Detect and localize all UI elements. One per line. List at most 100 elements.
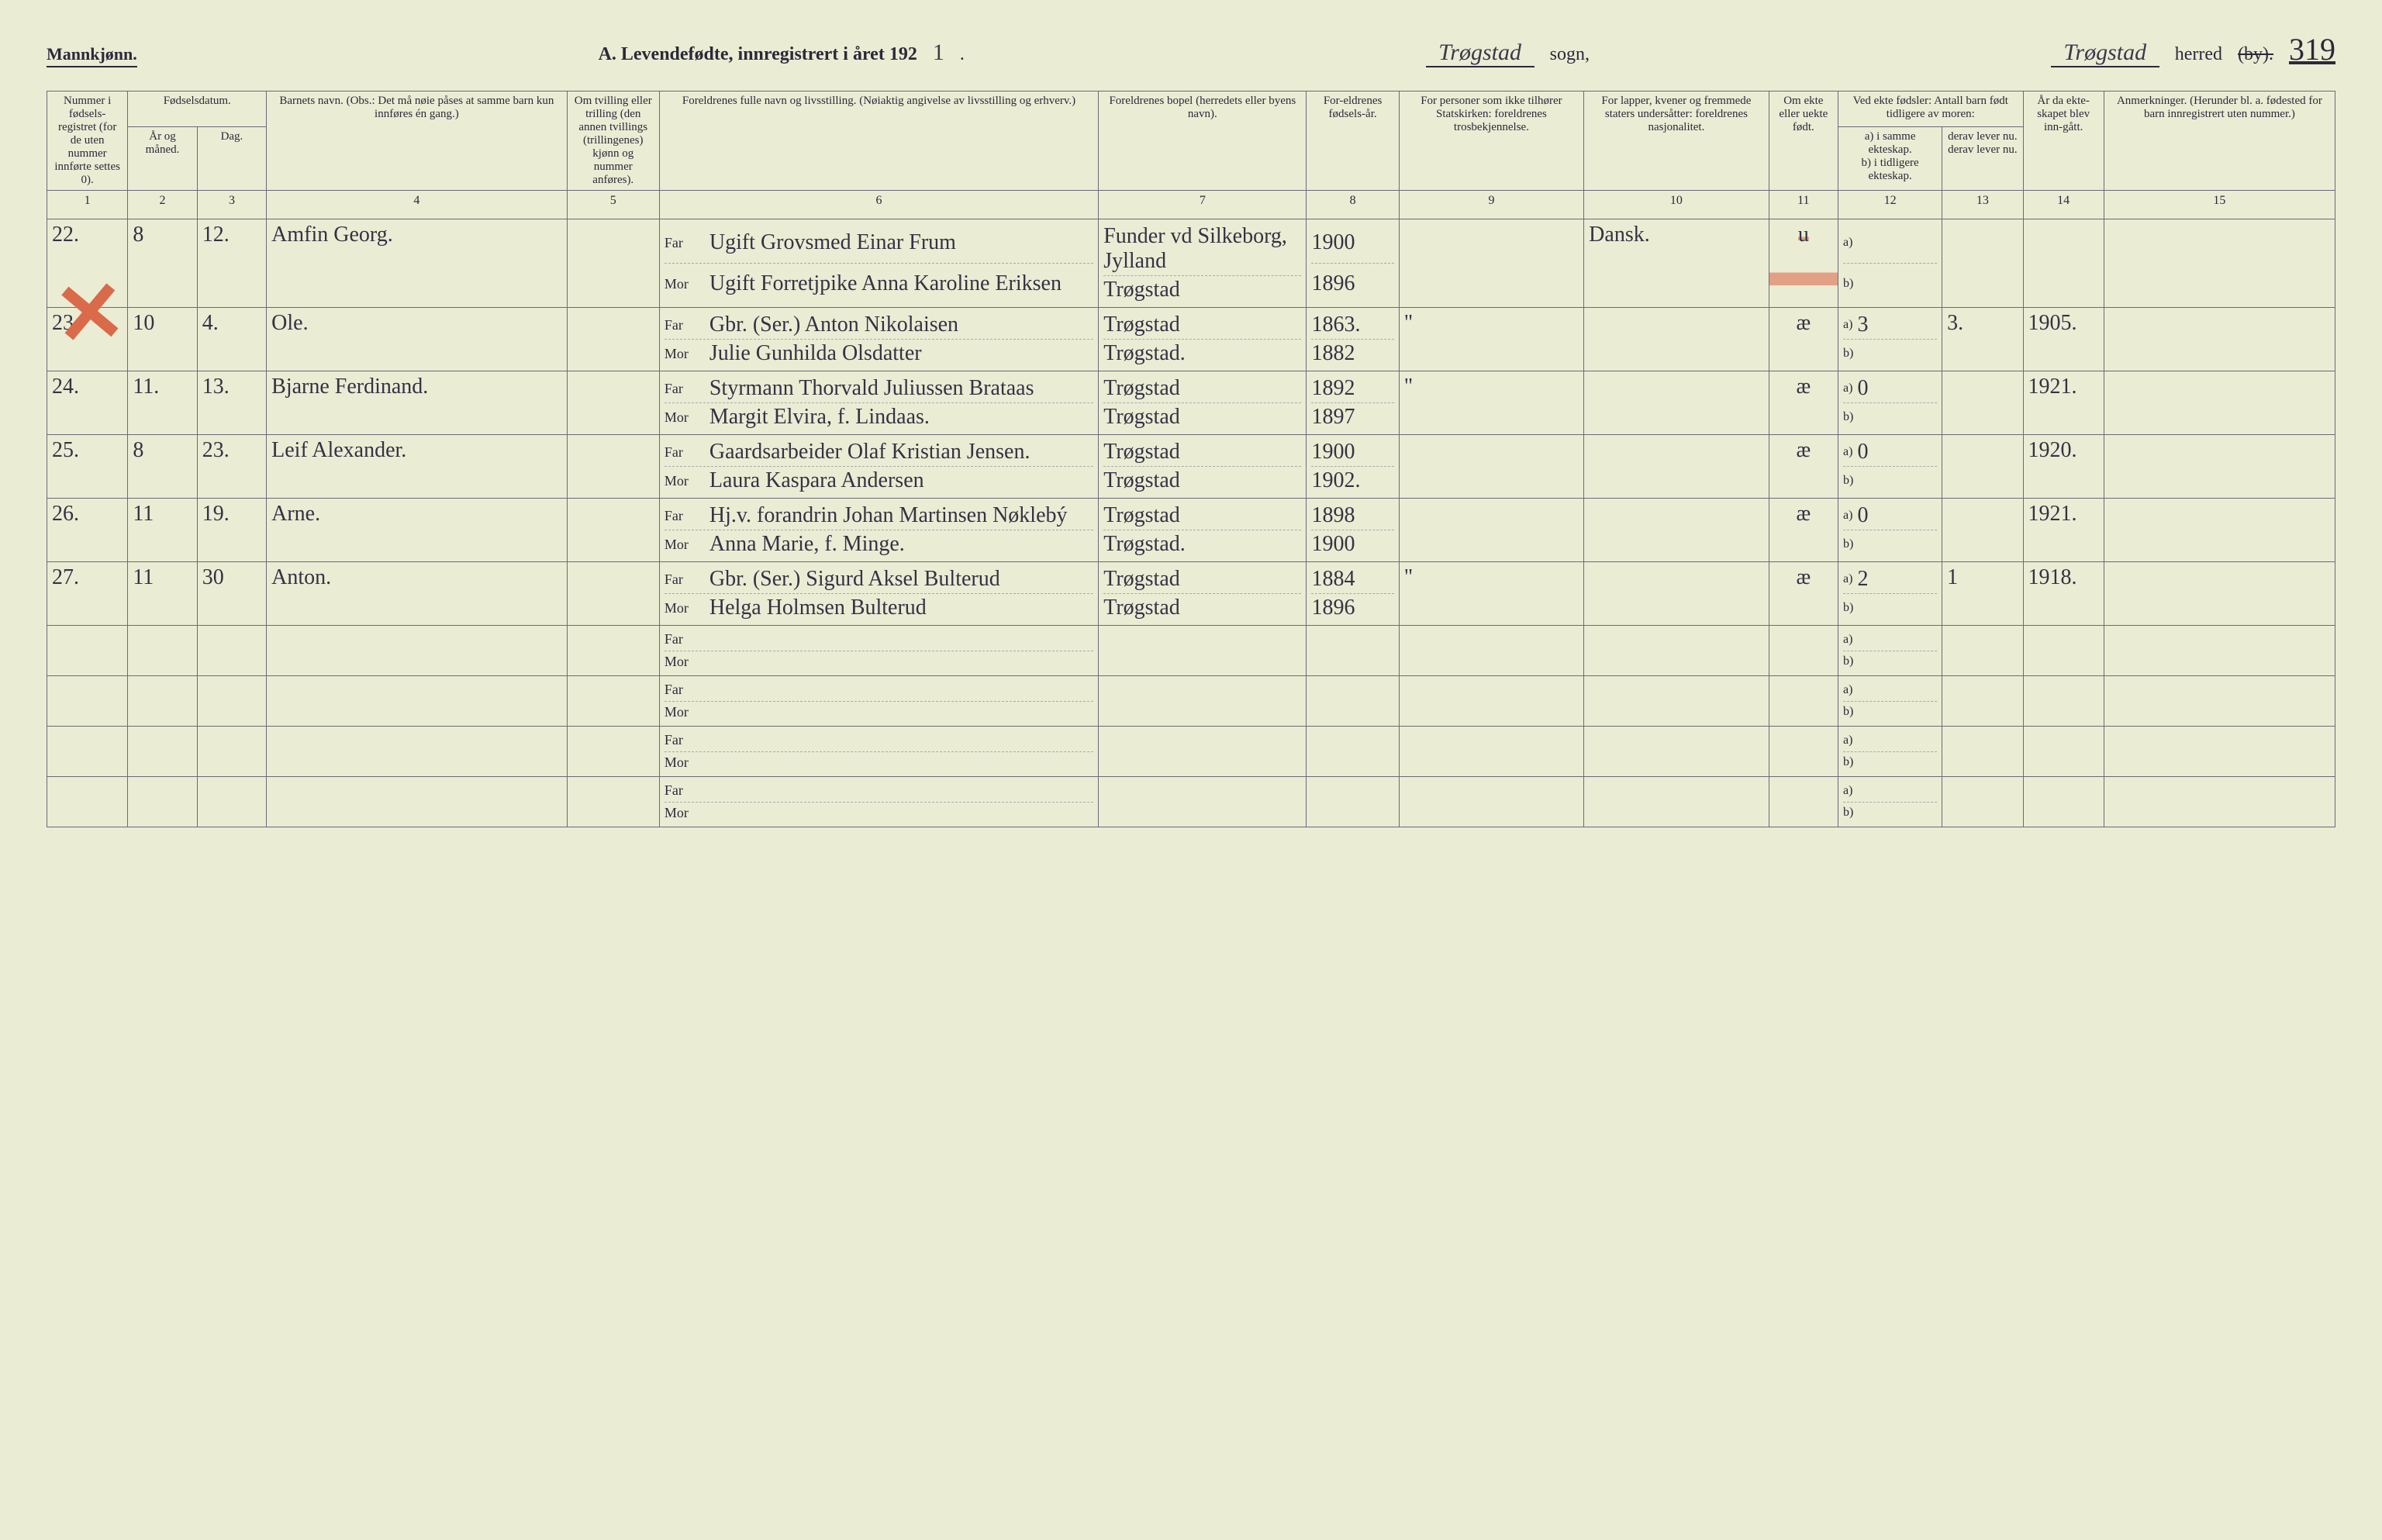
- cell-parents: FarStyrmann Thorvald Juliussen BrataasMo…: [659, 371, 1098, 435]
- cell-bopel: TrøgstadTrøgstad: [1099, 371, 1307, 435]
- cell-c15: [2104, 308, 2335, 371]
- cell-bopel: TrøgstadTrøgstad.: [1099, 499, 1307, 562]
- cell-parents: FarMor: [659, 676, 1098, 727]
- cell-c12: a) 0b): [1838, 371, 1942, 435]
- cell-no: 26.: [47, 499, 128, 562]
- cell-c15: [2104, 371, 2335, 435]
- cell-c14: 1920.: [2023, 435, 2104, 499]
- cell-c15: [2104, 626, 2335, 676]
- table-row: FarMor a)b): [47, 676, 2335, 727]
- cell-no: 24.: [47, 371, 128, 435]
- cell-year: 1863.1882: [1307, 308, 1399, 371]
- table-header: Nummer i fødsels-registret (for de uten …: [47, 92, 2335, 219]
- cell-bopel: TrøgstadTrøgstad.: [1099, 308, 1307, 371]
- cell-c12: a) 2b): [1838, 562, 1942, 626]
- year-handwritten: 1: [933, 40, 944, 66]
- cell-month: [128, 727, 197, 777]
- cell-c15: [2104, 219, 2335, 308]
- cell-twin: [567, 562, 659, 626]
- cell-c9: [1399, 219, 1583, 308]
- cell-c9: [1399, 499, 1583, 562]
- cell-c11: æ: [1769, 562, 1838, 626]
- cell-month: 8: [128, 219, 197, 308]
- col-12-header-top: Ved ekte fødsler: Antall barn født tidli…: [1838, 92, 2023, 127]
- cell-c15: [2104, 562, 2335, 626]
- cell-c14: [2023, 777, 2104, 827]
- cell-month: [128, 676, 197, 727]
- cell-c14: 1921.: [2023, 499, 2104, 562]
- cell-c9: [1399, 626, 1583, 676]
- cell-bopel: TrøgstadTrøgstad: [1099, 435, 1307, 499]
- cell-c12: a)b): [1838, 777, 1942, 827]
- cell-c10: [1584, 777, 1769, 827]
- cell-parents: FarUgift Grovsmed Einar FrumMorUgift For…: [659, 219, 1098, 308]
- cell-twin: [567, 626, 659, 676]
- table-row: 22.812.Amfin Georg.FarUgift Grovsmed Ein…: [47, 219, 2335, 308]
- cell-c12: a)b): [1838, 676, 1942, 727]
- cell-c11: æ: [1769, 499, 1838, 562]
- cell-month: [128, 626, 197, 676]
- cell-name: [267, 676, 568, 727]
- cell-day: 13.: [197, 371, 266, 435]
- cell-bopel: [1099, 626, 1307, 676]
- cell-c11: [1769, 676, 1838, 727]
- cell-c10: [1584, 626, 1769, 676]
- cell-c13: [1942, 435, 2023, 499]
- cell-year: [1307, 727, 1399, 777]
- cell-parents: FarHj.v. forandrin Johan Martinsen Nøkle…: [659, 499, 1098, 562]
- cell-name: Amfin Georg.: [267, 219, 568, 308]
- cell-c9: [1399, 676, 1583, 727]
- herred-value: Trøgstad: [2051, 40, 2159, 67]
- cell-twin: [567, 219, 659, 308]
- col-15-header: Anmerkninger. (Herunder bl. a. fødested …: [2104, 92, 2335, 191]
- cell-c12: a) 3b): [1838, 308, 1942, 371]
- cell-c13: [1942, 727, 2023, 777]
- cell-name: [267, 626, 568, 676]
- page-number: 319: [2289, 31, 2335, 67]
- table-row: 25.823.Leif Alexander.FarGaardsarbeider …: [47, 435, 2335, 499]
- cell-day: 23.: [197, 435, 266, 499]
- cell-c9: ": [1399, 562, 1583, 626]
- cell-c10: [1584, 499, 1769, 562]
- cell-c11: [1769, 626, 1838, 676]
- cell-c10: [1584, 435, 1769, 499]
- cell-c11: æ: [1769, 435, 1838, 499]
- cell-name: Arne.: [267, 499, 568, 562]
- col-4-header: Barnets navn. (Obs.: Det må nøie påses a…: [267, 92, 568, 191]
- cell-c10: [1584, 676, 1769, 727]
- cell-c13: [1942, 777, 2023, 827]
- cell-c9: ": [1399, 371, 1583, 435]
- table-row: 26.1119.Arne.FarHj.v. forandrin Johan Ma…: [47, 499, 2335, 562]
- cell-month: 11: [128, 562, 197, 626]
- col-2a-header: År og måned.: [128, 126, 197, 190]
- cell-c13: 1: [1942, 562, 2023, 626]
- sogn-value: Trøgstad: [1426, 40, 1534, 67]
- table-row: FarMora)b): [47, 626, 2335, 676]
- cell-name: [267, 727, 568, 777]
- cell-bopel: Funder vd Silkeborg, JyllandTrøgstad: [1099, 219, 1307, 308]
- col-14-header: År da ekte-skapet blev inn-gått.: [2023, 92, 2104, 191]
- cell-parents: FarGbr. (Ser.) Sigurd Aksel BulterudMorH…: [659, 562, 1098, 626]
- cell-c9: [1399, 435, 1583, 499]
- cell-day: 12.: [197, 219, 266, 308]
- cell-no: 25.: [47, 435, 128, 499]
- cell-c11: u: [1769, 219, 1838, 308]
- cell-name: Ole.: [267, 308, 568, 371]
- cell-month: [128, 777, 197, 827]
- cell-twin: [567, 435, 659, 499]
- cell-bopel: [1099, 676, 1307, 727]
- header-row: Mannkjønn. A. Levendefødte, innregistrer…: [47, 31, 2335, 67]
- col-7-header: Foreldrenes bopel (herredets eller byens…: [1099, 92, 1307, 191]
- cell-c12: a) b): [1838, 219, 1942, 308]
- herred-label: herred: [2175, 44, 2222, 65]
- cell-day: [197, 626, 266, 676]
- cell-c9: ": [1399, 308, 1583, 371]
- cell-c14: [2023, 626, 2104, 676]
- cell-parents: FarGaardsarbeider Olaf Kristian Jensen.M…: [659, 435, 1098, 499]
- cell-c12: a) 0b): [1838, 435, 1942, 499]
- cell-c14: 1918.: [2023, 562, 2104, 626]
- col-2b-header: Dag.: [197, 126, 266, 190]
- table-row: 24.11.13.Bjarne Ferdinand.FarStyrmann Th…: [47, 371, 2335, 435]
- cell-name: Leif Alexander.: [267, 435, 568, 499]
- cell-c11: æ: [1769, 308, 1838, 371]
